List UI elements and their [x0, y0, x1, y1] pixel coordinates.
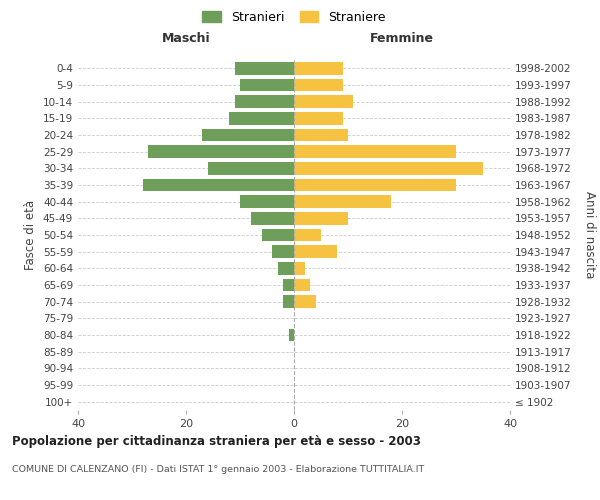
Bar [294, 279, 310, 291]
Bar [202, 129, 294, 141]
Bar [240, 79, 294, 92]
Bar [294, 96, 353, 108]
Bar [283, 296, 294, 308]
Bar [229, 112, 294, 124]
Bar [251, 212, 294, 224]
Bar [235, 96, 294, 108]
Bar [235, 62, 294, 74]
Bar [294, 296, 316, 308]
Bar [262, 229, 294, 241]
Bar [294, 79, 343, 92]
Y-axis label: Fasce di età: Fasce di età [25, 200, 37, 270]
Text: Maschi: Maschi [161, 32, 211, 45]
Bar [278, 262, 294, 274]
Bar [294, 196, 391, 208]
Bar [294, 229, 321, 241]
Y-axis label: Anni di nascita: Anni di nascita [583, 192, 596, 278]
Bar [272, 246, 294, 258]
Bar [294, 162, 483, 174]
Bar [143, 179, 294, 192]
Bar [294, 146, 456, 158]
Bar [294, 212, 348, 224]
Text: COMUNE DI CALENZANO (FI) - Dati ISTAT 1° gennaio 2003 - Elaborazione TUTTITALIA.: COMUNE DI CALENZANO (FI) - Dati ISTAT 1°… [12, 465, 424, 474]
Bar [148, 146, 294, 158]
Bar [294, 179, 456, 192]
Bar [294, 62, 343, 74]
Bar [294, 112, 343, 124]
Text: Popolazione per cittadinanza straniera per età e sesso - 2003: Popolazione per cittadinanza straniera p… [12, 435, 421, 448]
Bar [294, 246, 337, 258]
Legend: Stranieri, Straniere: Stranieri, Straniere [199, 7, 389, 28]
Bar [294, 262, 305, 274]
Text: Femmine: Femmine [370, 32, 434, 45]
Bar [240, 196, 294, 208]
Bar [289, 329, 294, 341]
Bar [208, 162, 294, 174]
Bar [294, 129, 348, 141]
Bar [283, 279, 294, 291]
